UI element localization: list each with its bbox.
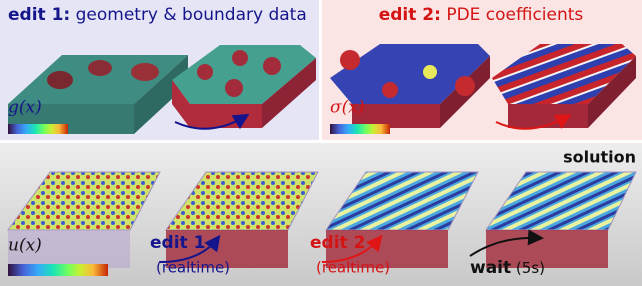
panel-title: edit 2: PDE coefficients — [379, 5, 584, 25]
step-label: edit 2 — [310, 233, 365, 253]
colorbar — [8, 264, 108, 276]
colorbar — [330, 124, 390, 134]
title-bold: edit 2: — [379, 5, 441, 25]
page: edit 1: geometry & boundary data g(x) ed… — [0, 0, 642, 286]
corner-label: solution — [563, 148, 636, 167]
step-note: (realtime) — [316, 259, 390, 277]
step-label: wait (5s) — [470, 258, 545, 278]
step-bold: wait — [470, 258, 511, 278]
title-text: PDE coefficients — [446, 5, 583, 25]
field-label: g(x) — [8, 98, 42, 118]
step-label: edit 1 — [150, 233, 205, 253]
title-text: geometry & boundary data — [76, 5, 307, 25]
figure: edit 1: geometry & boundary data g(x) ed… — [0, 0, 642, 286]
colorbar — [8, 124, 68, 134]
step-note: (realtime) — [156, 259, 230, 277]
step-note: (5s) — [516, 259, 545, 277]
panel-title: edit 1: geometry & boundary data — [8, 5, 307, 25]
title-bold: edit 1: — [8, 5, 70, 25]
field-label: σ(x) — [330, 98, 364, 118]
field-label: u(x) — [8, 236, 42, 256]
